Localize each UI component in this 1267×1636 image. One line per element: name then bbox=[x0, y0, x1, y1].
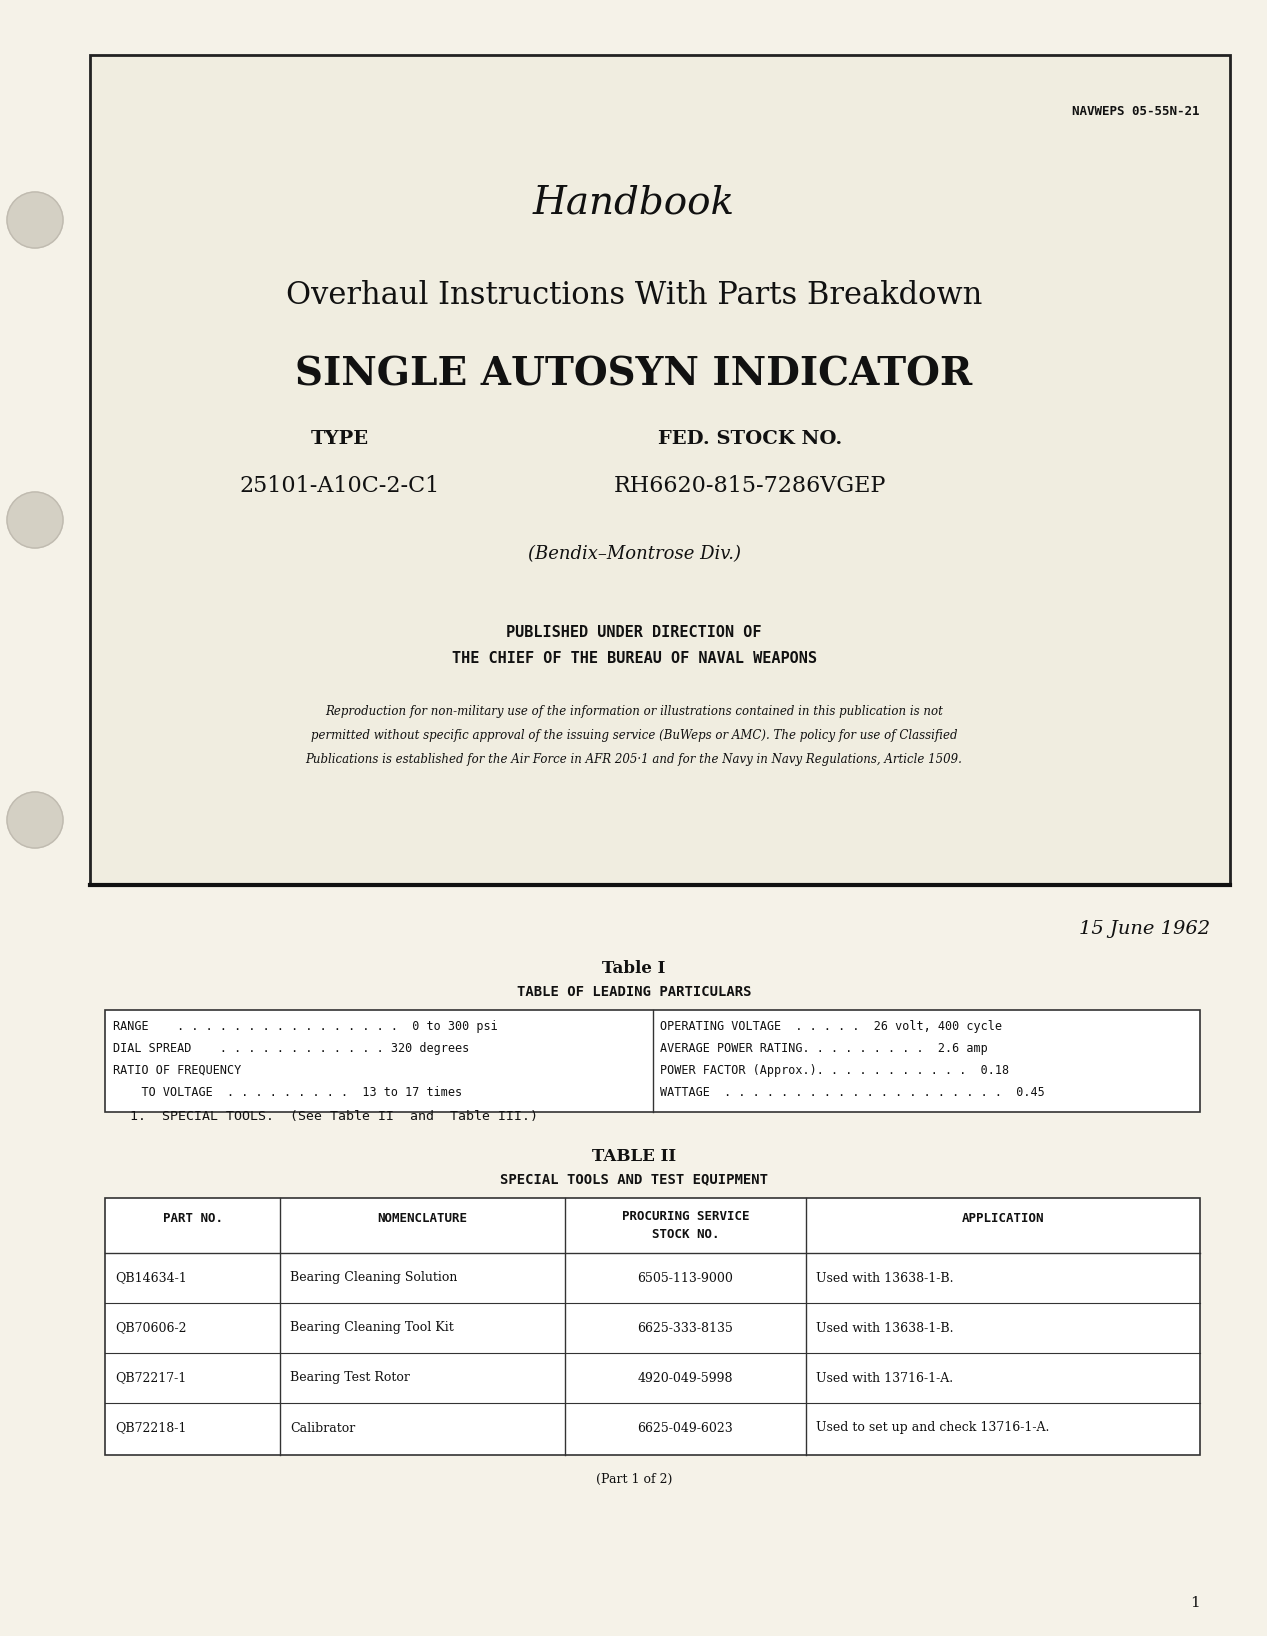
Text: 1: 1 bbox=[1190, 1597, 1200, 1610]
Text: Used with 13638-1-B.: Used with 13638-1-B. bbox=[816, 1322, 953, 1335]
Text: 1.  SPECIAL TOOLS.  (See Table II  and  Table III.): 1. SPECIAL TOOLS. (See Table II and Tabl… bbox=[131, 1109, 538, 1122]
Text: 6505-113-9000: 6505-113-9000 bbox=[637, 1271, 734, 1284]
Text: APPLICATION: APPLICATION bbox=[962, 1212, 1044, 1224]
Text: TYPE: TYPE bbox=[310, 430, 369, 448]
FancyBboxPatch shape bbox=[90, 56, 1230, 885]
Text: Calibrator: Calibrator bbox=[290, 1422, 356, 1435]
Text: Publications is established for the Air Force in AFR 205·1 and for the Navy in N: Publications is established for the Air … bbox=[305, 753, 963, 766]
Text: SPECIAL TOOLS AND TEST EQUIPMENT: SPECIAL TOOLS AND TEST EQUIPMENT bbox=[500, 1171, 768, 1186]
Text: QB14634-1: QB14634-1 bbox=[115, 1271, 186, 1284]
Text: DIAL SPREAD    . . . . . . . . . . . . 320 degrees: DIAL SPREAD . . . . . . . . . . . . 320 … bbox=[113, 1042, 469, 1055]
Text: QB70606-2: QB70606-2 bbox=[115, 1322, 186, 1335]
Text: Bearing Cleaning Tool Kit: Bearing Cleaning Tool Kit bbox=[290, 1322, 454, 1335]
Text: THE CHIEF OF THE BUREAU OF NAVAL WEAPONS: THE CHIEF OF THE BUREAU OF NAVAL WEAPONS bbox=[451, 651, 816, 666]
Text: WATTAGE  . . . . . . . . . . . . . . . . . . . .  0.45: WATTAGE . . . . . . . . . . . . . . . . … bbox=[660, 1086, 1045, 1099]
Text: (Part 1 of 2): (Part 1 of 2) bbox=[595, 1472, 673, 1485]
Text: Overhaul Instructions With Parts Breakdown: Overhaul Instructions With Parts Breakdo… bbox=[286, 280, 982, 311]
Text: STOCK NO.: STOCK NO. bbox=[651, 1229, 720, 1242]
Bar bbox=[105, 1009, 1200, 1112]
Text: 6625-049-6023: 6625-049-6023 bbox=[637, 1422, 734, 1435]
Text: TABLE OF LEADING PARTICULARS: TABLE OF LEADING PARTICULARS bbox=[517, 985, 751, 1000]
Text: POWER FACTOR (Approx.). . . . . . . . . . .  0.18: POWER FACTOR (Approx.). . . . . . . . . … bbox=[660, 1063, 1010, 1076]
Text: Used with 13638-1-B.: Used with 13638-1-B. bbox=[816, 1271, 953, 1284]
Text: QB72218-1: QB72218-1 bbox=[115, 1422, 186, 1435]
Text: PART NO.: PART NO. bbox=[162, 1212, 223, 1224]
Text: Table I: Table I bbox=[602, 960, 665, 977]
Circle shape bbox=[8, 792, 63, 847]
Text: TO VOLTAGE  . . . . . . . . .  13 to 17 times: TO VOLTAGE . . . . . . . . . 13 to 17 ti… bbox=[113, 1086, 462, 1099]
Circle shape bbox=[8, 191, 63, 249]
Text: FED. STOCK NO.: FED. STOCK NO. bbox=[658, 430, 843, 448]
Text: RATIO OF FREQUENCY: RATIO OF FREQUENCY bbox=[113, 1063, 241, 1076]
Text: Bearing Cleaning Solution: Bearing Cleaning Solution bbox=[290, 1271, 457, 1284]
Circle shape bbox=[8, 492, 63, 548]
Text: Used to set up and check 13716-1-A.: Used to set up and check 13716-1-A. bbox=[816, 1422, 1049, 1435]
Text: SINGLE AUTOSYN INDICATOR: SINGLE AUTOSYN INDICATOR bbox=[295, 355, 973, 393]
Text: 25101-A10C-2-C1: 25101-A10C-2-C1 bbox=[239, 474, 440, 497]
Text: Reproduction for non-military use of the information or illustrations contained : Reproduction for non-military use of the… bbox=[326, 705, 943, 718]
Text: AVERAGE POWER RATING. . . . . . . . .  2.6 amp: AVERAGE POWER RATING. . . . . . . . . 2.… bbox=[660, 1042, 988, 1055]
Text: Used with 13716-1-A.: Used with 13716-1-A. bbox=[816, 1371, 953, 1384]
Bar bbox=[105, 1198, 1200, 1454]
Text: PUBLISHED UNDER DIRECTION OF: PUBLISHED UNDER DIRECTION OF bbox=[507, 625, 761, 640]
Text: (Bendix–Montrose Div.): (Bendix–Montrose Div.) bbox=[527, 545, 740, 563]
Text: permitted without specific approval of the issuing service (BuWeps or AMC). The : permitted without specific approval of t… bbox=[310, 730, 958, 743]
Text: RANGE    . . . . . . . . . . . . . . . .  0 to 300 psi: RANGE . . . . . . . . . . . . . . . . 0 … bbox=[113, 1019, 498, 1032]
Text: Bearing Test Rotor: Bearing Test Rotor bbox=[290, 1371, 411, 1384]
Text: 4920-049-5998: 4920-049-5998 bbox=[637, 1371, 734, 1384]
Text: 6625-333-8135: 6625-333-8135 bbox=[637, 1322, 734, 1335]
Text: QB72217-1: QB72217-1 bbox=[115, 1371, 186, 1384]
Text: RH6620-815-7286VGEP: RH6620-815-7286VGEP bbox=[613, 474, 886, 497]
Text: NAVWEPS 05-55N-21: NAVWEPS 05-55N-21 bbox=[1072, 105, 1200, 118]
Text: OPERATING VOLTAGE  . . . . .  26 volt, 400 cycle: OPERATING VOLTAGE . . . . . 26 volt, 400… bbox=[660, 1019, 1002, 1032]
Text: NOMENCLATURE: NOMENCLATURE bbox=[378, 1212, 468, 1224]
Text: Handbook: Handbook bbox=[533, 185, 735, 222]
Text: TABLE II: TABLE II bbox=[592, 1148, 677, 1165]
Text: PROCURING SERVICE: PROCURING SERVICE bbox=[622, 1211, 749, 1224]
Text: 15 June 1962: 15 June 1962 bbox=[1079, 919, 1210, 937]
